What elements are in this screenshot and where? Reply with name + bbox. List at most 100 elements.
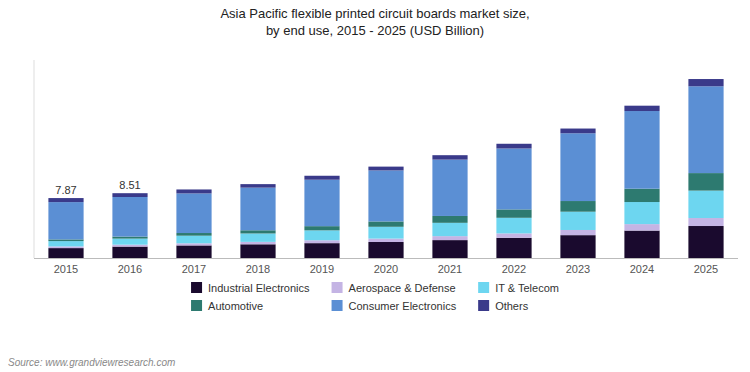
legend-swatch	[332, 300, 343, 311]
bar-segment	[560, 235, 595, 258]
series-bars	[48, 79, 723, 202]
bar-segment	[304, 226, 339, 230]
bar-segment	[240, 242, 275, 244]
legend-swatch	[478, 300, 489, 311]
bar-segment	[496, 238, 531, 258]
bar-segment	[432, 155, 467, 159]
bar-segment	[496, 209, 531, 217]
bar-segment	[176, 236, 211, 244]
legend-label: Consumer Electronics	[349, 300, 457, 312]
legend-label: Others	[495, 300, 529, 312]
bar-segment	[240, 184, 275, 188]
bar-segment	[688, 218, 723, 226]
chart-title: Asia Pacific flexible printed circuit bo…	[220, 6, 529, 38]
bar-segment	[432, 223, 467, 236]
bar-segment	[432, 236, 467, 240]
legend-label: Industrial Electronics	[208, 282, 310, 294]
bar-segment	[624, 189, 659, 202]
x-tick-label: 2025	[694, 263, 718, 275]
legend-swatch	[332, 282, 343, 293]
bar-segment	[432, 240, 467, 258]
legend-swatch	[191, 282, 202, 293]
annotation: 8.51	[119, 179, 140, 191]
legend-item: Aerospace & Defense	[332, 282, 456, 294]
legend-item: Others	[478, 300, 529, 312]
legend-swatch	[478, 282, 489, 293]
title-line: Asia Pacific flexible printed circuit bo…	[220, 6, 529, 21]
bar-segment	[48, 202, 83, 239]
legend-label: IT & Telecom	[495, 282, 559, 294]
bar-segment	[112, 237, 147, 239]
x-axis-line	[34, 258, 738, 259]
bar-segment	[368, 227, 403, 239]
bar-segment	[688, 79, 723, 86]
bar-segment	[368, 239, 403, 242]
bar-segment	[240, 244, 275, 258]
bar-segment	[48, 246, 83, 248]
bar-segment	[560, 133, 595, 201]
bar-segment	[688, 191, 723, 218]
bar-segment	[48, 198, 83, 202]
bar-segment	[240, 188, 275, 231]
bar-segment	[624, 111, 659, 189]
source-note: Source: www.grandviewresearch.com	[8, 357, 175, 368]
series-bars	[48, 226, 723, 258]
bar-segment	[176, 189, 211, 193]
bar-segment	[496, 144, 531, 149]
bar-segment	[688, 173, 723, 191]
x-tick-label: 2023	[566, 263, 590, 275]
bar-segment	[304, 180, 339, 226]
bar-segment	[368, 221, 403, 226]
bar-segment	[112, 247, 147, 258]
annotation: 7.87	[55, 184, 76, 196]
bar-segment	[240, 230, 275, 233]
bar-segment	[368, 167, 403, 171]
bar-segment	[304, 176, 339, 180]
bar-segment	[304, 230, 339, 240]
bar-segment	[304, 243, 339, 258]
bar-segment	[496, 218, 531, 234]
x-tick-label: 2020	[374, 263, 398, 275]
bar-segment	[176, 243, 211, 245]
x-tick-label: 2015	[54, 263, 78, 275]
bar-segment	[688, 226, 723, 258]
x-tick-label: 2022	[502, 263, 526, 275]
bar-segment	[496, 233, 531, 237]
bar-segment	[176, 245, 211, 258]
bar-segment	[112, 239, 147, 245]
x-tick-label: 2018	[246, 263, 270, 275]
bar-segment	[48, 248, 83, 258]
bar-segment	[560, 230, 595, 235]
bar-segment	[624, 202, 659, 224]
bar-segment	[112, 193, 147, 197]
bar-segment	[176, 193, 211, 233]
bar-segment	[432, 160, 467, 216]
legend: Industrial Electronics Aerospace & Defens…	[191, 282, 559, 312]
bar-segment	[112, 197, 147, 237]
legend-item: Automotive	[191, 300, 263, 312]
legend-swatch	[191, 300, 202, 311]
title-line: by end use, 2015 - 2025 (USD Billion)	[266, 23, 484, 38]
series-bars	[48, 86, 723, 239]
y-axis-line	[34, 60, 35, 258]
bar-segment	[560, 129, 595, 134]
bar-segment	[304, 240, 339, 243]
x-tick-label: 2017	[182, 263, 206, 275]
x-tick-label: 2021	[438, 263, 462, 275]
bar-segment	[368, 242, 403, 258]
bar-segment	[624, 231, 659, 258]
bar-segment	[48, 239, 83, 241]
bar-segment	[688, 86, 723, 173]
legend-label: Automotive	[208, 300, 263, 312]
bar-segment	[624, 224, 659, 230]
bar-segment	[176, 233, 211, 236]
bar-segment	[432, 216, 467, 223]
legend-item: Consumer Electronics	[332, 300, 457, 312]
bar-segment	[624, 106, 659, 111]
bars	[48, 79, 723, 258]
bar-segment	[560, 212, 595, 230]
x-tick-label: 2024	[630, 263, 654, 275]
bar-segment	[112, 245, 147, 247]
legend-item: IT & Telecom	[478, 282, 559, 294]
bar-segment	[560, 201, 595, 212]
